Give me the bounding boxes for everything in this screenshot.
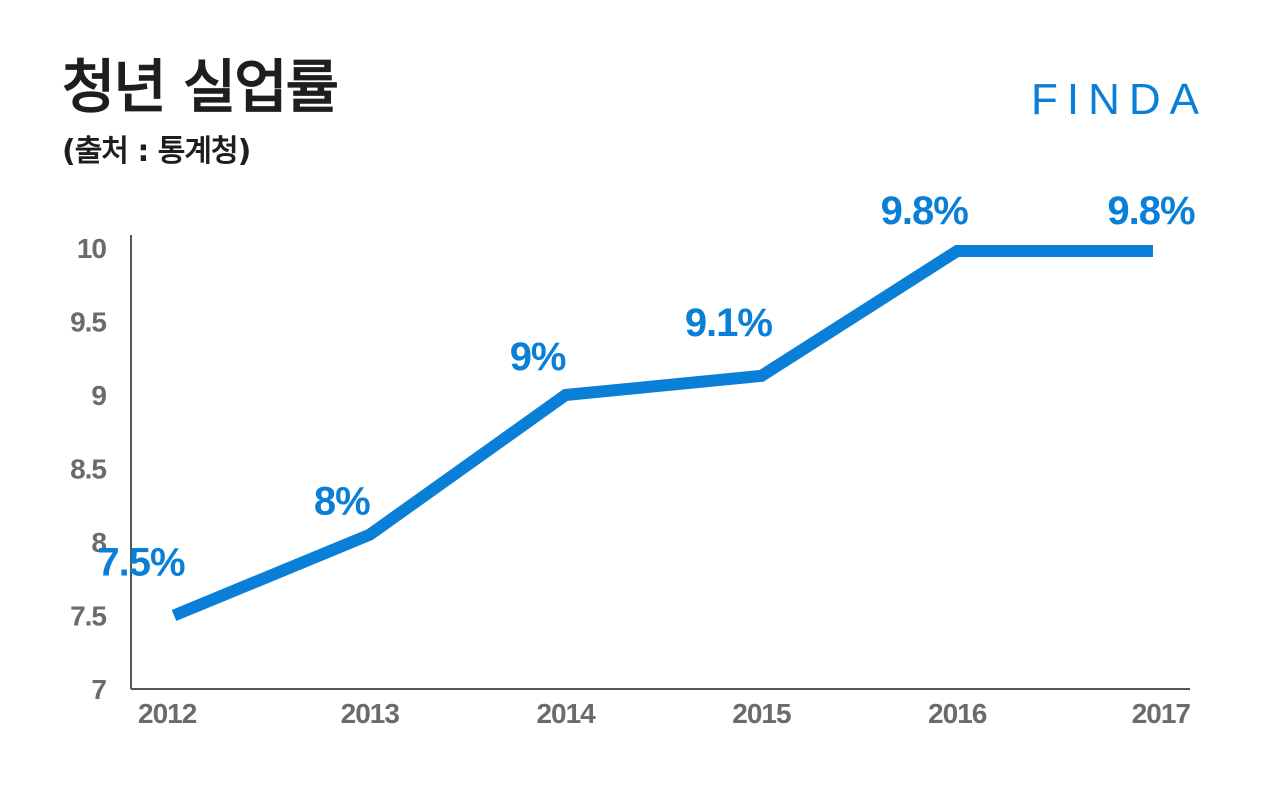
data-label: 9.1% [685,301,773,345]
data-label: 9% [510,335,566,379]
data-label: 9.8% [1107,189,1195,233]
y-tick-label: 7 [91,674,106,705]
y-tick-label: 9.5 [70,307,106,338]
x-tick-label: 2016 [928,698,987,729]
x-tick-label: 2013 [341,698,400,729]
x-tick-label: 2015 [732,698,791,729]
series-lines [171,244,1153,622]
y-tick-label: 10 [77,233,107,264]
data-label: 9.8% [881,189,969,233]
y-tick-labels: 7 7.5 8 8.5 9 9.5 10 [70,233,107,705]
y-tick-label: 9 [91,380,106,411]
y-tick-label: 8.5 [70,454,106,485]
x-tick-label: 2017 [1132,698,1191,729]
chart-title: 청년 실업률 [62,53,339,121]
data-label: 7.5% [97,541,185,585]
finda-logo: FINDA [1031,75,1208,124]
chart-source: (출처 : 통계청) [62,134,251,169]
x-tick-labels: 2012 2013 2014 2015 2016 2017 [138,698,1191,729]
y-tick-label: 8 [91,527,106,558]
series-line [171,244,1153,622]
data-label: 8% [314,480,370,524]
x-tick-label: 2014 [536,698,596,729]
data-labels: 7.5% 8% 9% 9.1% 9.8% 9.8% [97,189,1196,585]
y-tick-label: 7.5 [70,601,106,632]
x-tick-label: 2012 [138,698,197,729]
